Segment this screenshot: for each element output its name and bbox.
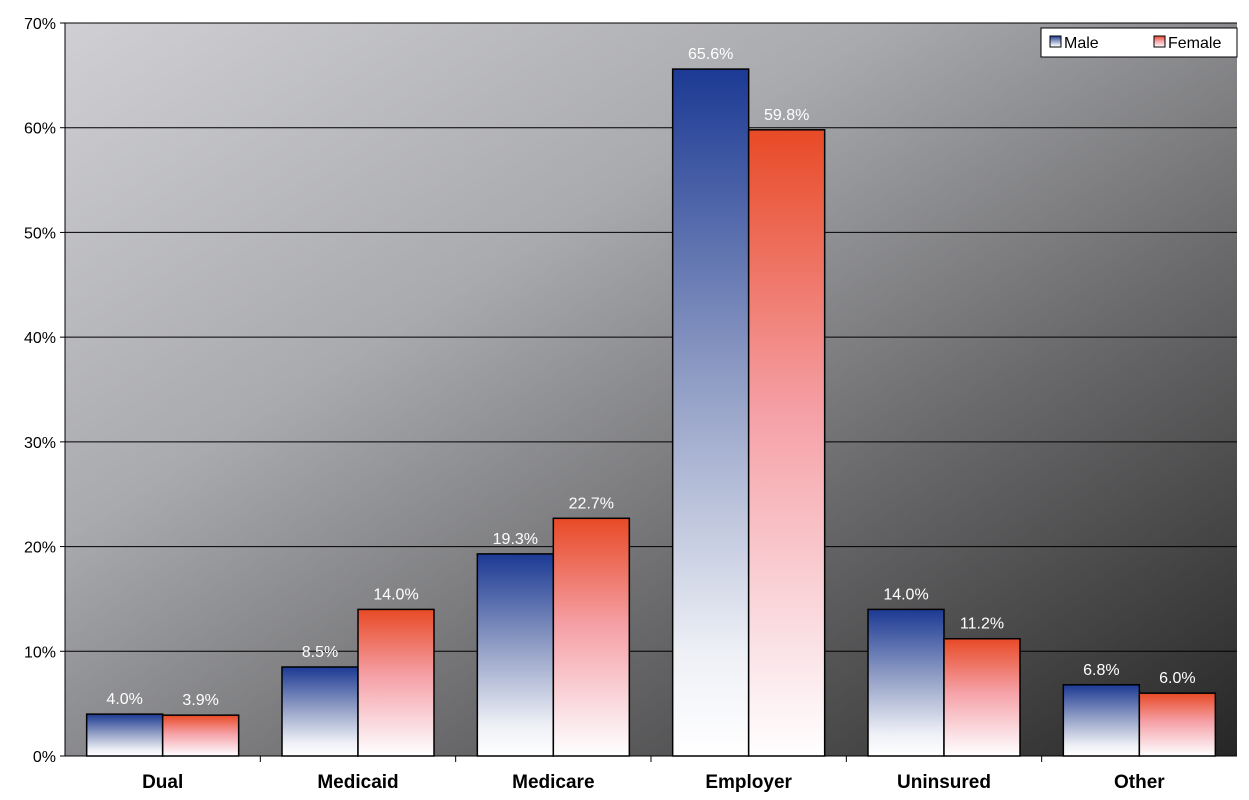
plot-area bbox=[65, 23, 1237, 756]
data-label-female-uninsured: 11.2% bbox=[960, 616, 1004, 633]
bar-female-medicare bbox=[552, 517, 631, 757]
bar-female-other bbox=[1138, 692, 1217, 757]
y-tick-label: 20% bbox=[24, 540, 56, 557]
y-tick-label: 0% bbox=[33, 749, 56, 766]
bar-female-medicaid bbox=[357, 608, 435, 757]
data-label-male-dual: 4.0% bbox=[106, 691, 142, 708]
legend: Male Female bbox=[1040, 27, 1238, 58]
legend-swatch-female bbox=[1153, 35, 1166, 48]
x-tick-label-employer: Employer bbox=[705, 772, 792, 793]
y-axis-ticks: 0% 10% 20% 30% 40% 50% 60% 70% bbox=[24, 16, 65, 766]
data-label-female-employer: 59.8% bbox=[764, 107, 809, 124]
legend-box bbox=[1040, 27, 1238, 58]
bar-male-uninsured bbox=[867, 608, 945, 757]
data-labels: 4.0% 3.9% 8.5% 14.0% 19.3% 22.7% 65.6% 59.8% 14.… bbox=[106, 46, 1195, 709]
legend-swatch-male bbox=[1049, 35, 1062, 48]
y-tick-label: 70% bbox=[24, 16, 56, 33]
y-tick-label: 60% bbox=[24, 121, 56, 138]
bar-male-medicare bbox=[476, 553, 555, 757]
bar-female-dual bbox=[161, 714, 240, 757]
x-tick-label-dual: Dual bbox=[142, 772, 183, 793]
data-label-male-medicaid: 8.5% bbox=[302, 644, 338, 661]
bar-female-uninsured bbox=[943, 637, 1021, 757]
bar-male-employer bbox=[671, 68, 750, 757]
bars bbox=[85, 68, 1217, 757]
bar-male-other bbox=[1062, 684, 1141, 757]
data-label-female-medicaid: 14.0% bbox=[373, 586, 418, 603]
legend-label-male: Male bbox=[1064, 35, 1099, 52]
legend-label-female: Female bbox=[1168, 35, 1221, 52]
y-tick-label: 50% bbox=[24, 225, 56, 242]
gridlines bbox=[65, 22, 1237, 652]
y-tick-label: 30% bbox=[24, 435, 56, 452]
bar-male-medicaid bbox=[281, 666, 359, 757]
data-label-male-employer: 65.6% bbox=[688, 46, 733, 63]
data-label-male-medicare: 19.3% bbox=[493, 531, 538, 548]
y-tick-label: 10% bbox=[24, 644, 56, 661]
bar-female-employer bbox=[747, 129, 826, 757]
data-label-female-other: 6.0% bbox=[1159, 670, 1195, 687]
data-label-male-other: 6.8% bbox=[1083, 662, 1119, 679]
x-tick-label-uninsured: Uninsured bbox=[897, 772, 991, 793]
data-label-male-uninsured: 14.0% bbox=[883, 586, 928, 603]
data-label-female-medicare: 22.7% bbox=[569, 495, 614, 512]
x-tick-label-medicaid: Medicaid bbox=[317, 772, 398, 793]
x-tick-label-medicare: Medicare bbox=[512, 772, 594, 793]
data-label-female-dual: 3.9% bbox=[182, 692, 218, 709]
x-tick-label-other: Other bbox=[1114, 772, 1165, 793]
y-tick-label: 40% bbox=[24, 330, 56, 347]
x-axis-ticks: Dual Medicaid Medicare Employer Uninsured Oth… bbox=[142, 756, 1165, 793]
bar-male-dual bbox=[85, 713, 164, 757]
